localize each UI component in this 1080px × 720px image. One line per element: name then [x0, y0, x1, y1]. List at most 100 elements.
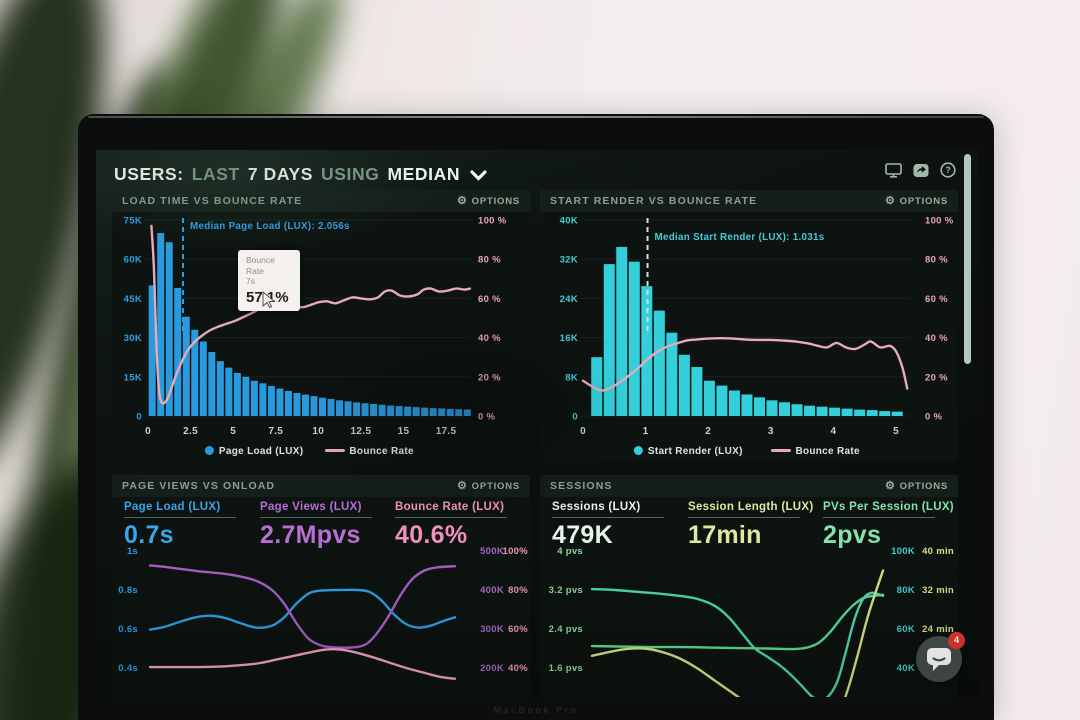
- svg-text:?: ?: [945, 165, 951, 175]
- gear-icon: ⚙: [456, 479, 468, 492]
- tooltip-bucket: 7s: [246, 276, 255, 287]
- metric-underline: [823, 517, 935, 518]
- svg-text:Page Load (LUX): Page Load (LUX): [219, 446, 304, 457]
- metric-page-views: Page Views (LUX) 2.7Mpvs: [260, 501, 395, 550]
- svg-text:5: 5: [230, 426, 236, 437]
- svg-text:7.5: 7.5: [268, 426, 283, 437]
- svg-text:80 %: 80 %: [925, 255, 948, 266]
- help-icon[interactable]: ?: [940, 162, 956, 178]
- svg-text:60 %: 60 %: [478, 294, 501, 305]
- metric-row: Page Load (LUX) 0.7s Page Views (LUX) 2.…: [112, 497, 530, 550]
- metric-pvs-per-session: PVs Per Session (LUX) 2pvs: [823, 501, 958, 550]
- panel-title: PAGE VIEWS VS ONLOAD: [122, 480, 276, 492]
- svg-text:Start Render (LUX): Start Render (LUX): [648, 446, 743, 457]
- title-segment: LAST: [191, 163, 240, 184]
- svg-text:80K: 80K: [897, 585, 915, 596]
- svg-text:10: 10: [312, 426, 324, 437]
- svg-text:4: 4: [830, 426, 836, 437]
- svg-text:0: 0: [580, 426, 586, 437]
- svg-text:40K: 40K: [897, 663, 915, 674]
- svg-text:45K: 45K: [124, 294, 142, 305]
- svg-text:32K: 32K: [560, 255, 578, 266]
- svg-text:400K: 400K: [480, 585, 504, 596]
- metric-label: PVs Per Session (LUX): [823, 501, 954, 513]
- metric-value: 2pvs: [823, 521, 882, 549]
- svg-text:80%: 80%: [508, 585, 528, 596]
- svg-text:2: 2: [705, 426, 711, 437]
- title-segment: USERS:: [114, 163, 184, 184]
- svg-text:1: 1: [643, 426, 649, 437]
- svg-text:0.6s: 0.6s: [118, 624, 138, 635]
- gear-icon: ⚙: [456, 194, 468, 207]
- svg-text:15K: 15K: [124, 372, 142, 383]
- panel-sessions: SESSIONS ⚙ OPTIONS Sessions (LUX) 479K S…: [540, 475, 958, 697]
- metric-label: Page Load (LUX): [124, 501, 221, 513]
- svg-text:16K: 16K: [560, 333, 578, 344]
- chevron-down-icon: [470, 170, 487, 181]
- gear-icon: ⚙: [884, 194, 896, 207]
- svg-text:Bounce Rate: Bounce Rate: [795, 446, 860, 457]
- svg-text:100K: 100K: [891, 546, 915, 557]
- metric-bounce-rate: Bounce Rate (LUX) 40.6%: [395, 501, 530, 550]
- metric-row: Sessions (LUX) 479K Session Length (LUX)…: [540, 497, 958, 550]
- metric-label: Page Views (LUX): [260, 501, 362, 513]
- svg-text:300K: 300K: [480, 624, 504, 635]
- svg-text:0: 0: [136, 412, 142, 423]
- metric-value: 479K: [552, 521, 613, 549]
- metric-underline: [124, 517, 236, 518]
- metric-session-length: Session Length (LUX) 17min: [688, 501, 823, 550]
- svg-text:Median Page Load (LUX): 2.056s: Median Page Load (LUX): 2.056s: [190, 221, 350, 232]
- chart-tooltip: Bounce Rate 7s 57.1%: [238, 250, 300, 311]
- svg-text:12.5: 12.5: [351, 426, 372, 437]
- share-icon[interactable]: [913, 162, 929, 178]
- svg-text:0: 0: [145, 426, 151, 437]
- start-render-chart[interactable]: 0 0 % 8K 20 % 16K 40 % 24K 60 % 32K 80 % 40K 100 % 0…: [540, 212, 958, 462]
- svg-text:40 %: 40 %: [925, 333, 948, 344]
- display-icon[interactable]: [885, 162, 902, 178]
- dashboard-screen: USERS: LAST 7 DAYS USING MEDIAN: [96, 150, 978, 697]
- panel-page-views-vs-onload: PAGE VIEWS VS ONLOAD ⚙ OPTIONS Page Load…: [112, 475, 530, 697]
- laptop-brand-text: MacBook Pro: [493, 705, 579, 715]
- metric-underline: [395, 517, 507, 518]
- sessions-chart[interactable]: 4 pvs 100K 40 min 3.2 pvs 80K 32 min 2.4 pvs 60…: [540, 535, 958, 697]
- svg-text:2.5: 2.5: [183, 426, 198, 437]
- svg-text:0.4s: 0.4s: [118, 663, 138, 674]
- chat-unread-badge: 4: [948, 632, 965, 649]
- title-segment: USING: [321, 163, 380, 184]
- svg-text:500K: 500K: [480, 546, 504, 557]
- panel-title: START RENDER VS BOUNCE RATE: [550, 195, 758, 207]
- svg-text:0 %: 0 %: [478, 412, 496, 423]
- options-button[interactable]: ⚙ OPTIONS: [884, 194, 948, 207]
- svg-text:40%: 40%: [508, 663, 528, 674]
- svg-text:4 pvs: 4 pvs: [557, 546, 583, 557]
- panel-header: SESSIONS ⚙ OPTIONS: [540, 475, 958, 497]
- svg-text:3.2 pvs: 3.2 pvs: [549, 585, 583, 596]
- options-button[interactable]: ⚙ OPTIONS: [456, 479, 520, 492]
- panel-header: PAGE VIEWS VS ONLOAD ⚙ OPTIONS: [112, 475, 530, 497]
- svg-text:0.8s: 0.8s: [118, 585, 138, 596]
- svg-text:0 %: 0 %: [925, 412, 943, 423]
- chat-widget-button[interactable]: 4: [916, 632, 965, 682]
- dashboard-title-dropdown[interactable]: USERS: LAST 7 DAYS USING MEDIAN: [114, 158, 487, 190]
- title-segment: 7 DAYS: [247, 163, 314, 184]
- metric-label: Sessions (LUX): [552, 501, 641, 513]
- metric-value: 17min: [688, 521, 762, 549]
- svg-text:100%: 100%: [503, 546, 529, 557]
- svg-text:0: 0: [572, 412, 578, 423]
- svg-text:20 %: 20 %: [478, 372, 501, 383]
- svg-text:40 min: 40 min: [922, 546, 954, 557]
- load-time-chart[interactable]: 0 0 % 15K 20 % 30K 40 % 45K 60 % 60K 80 % 75K 100 %…: [112, 212, 530, 462]
- gear-icon: ⚙: [884, 479, 896, 492]
- options-button[interactable]: ⚙ OPTIONS: [884, 479, 948, 492]
- metric-underline: [260, 517, 372, 518]
- svg-text:8K: 8K: [565, 372, 578, 383]
- options-button[interactable]: ⚙ OPTIONS: [456, 194, 520, 207]
- scrollbar-thumb[interactable]: [964, 154, 971, 364]
- panel-title: SESSIONS: [550, 480, 613, 492]
- svg-text:40K: 40K: [560, 216, 578, 227]
- chat-bubble-icon: [927, 648, 951, 671]
- metric-underline: [688, 517, 800, 518]
